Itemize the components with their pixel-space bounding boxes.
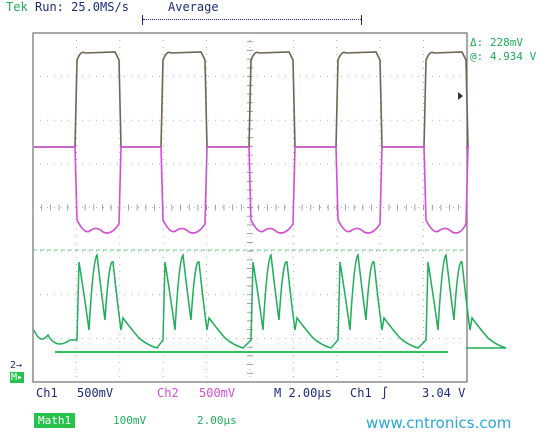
ch2-waveform <box>34 146 469 234</box>
delta-readout: Δ: 228mV <box>470 36 523 49</box>
acquire-mode: Average <box>168 0 219 14</box>
math-ref-marker: M▸ <box>10 372 25 383</box>
ch2-ref-marker: 2→ <box>10 360 23 371</box>
trigger-slope-icon: ∫ <box>381 386 389 400</box>
header-bar: Tek Run: 25.0MS/s Average <box>0 0 552 30</box>
math-waveform <box>33 253 507 349</box>
ch1-waveform <box>34 51 469 148</box>
math-label[interactable]: Math1 <box>34 413 76 428</box>
math-status-bar: Math1 100mV 2.00µs <box>0 408 552 434</box>
timebase[interactable]: M 2.00µs <box>274 386 332 400</box>
brand-label: Tek <box>6 0 28 14</box>
ch1-label[interactable]: Ch1 <box>36 386 58 400</box>
run-status: Run: 25.0MS/s <box>35 0 129 14</box>
ch1-scale: 500mV <box>77 386 114 400</box>
trigger-level: 3.04 V <box>422 386 466 400</box>
ch2-label[interactable]: Ch2 <box>157 386 179 400</box>
record-position-bracket <box>142 15 362 25</box>
ch2-scale: 500mV <box>199 386 236 400</box>
trigger-arrow-icon <box>458 92 463 100</box>
channel-status-bar: Ch1 500mV Ch2 500mV M 2.00µs Ch1 ∫ 3.04 … <box>0 384 552 406</box>
at-readout: @: 4.934 V <box>470 50 537 63</box>
trigger-source[interactable]: Ch1 <box>350 386 372 400</box>
watermark: www.cntronics.com <box>366 414 512 432</box>
math-scale: 100mV <box>113 414 147 427</box>
math-timebase: 2.00µs <box>197 414 237 427</box>
